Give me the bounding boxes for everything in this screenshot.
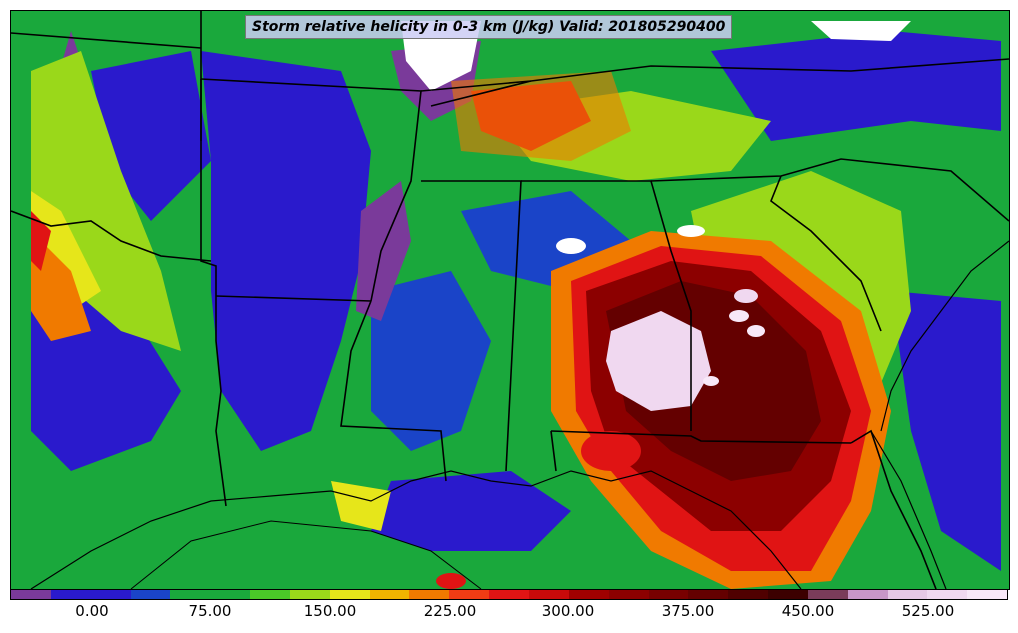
colorbar-tick-label: 300.00 [541,602,595,620]
colorbar-segment [967,590,1008,599]
colorbar-segment [847,590,888,599]
colorbar-segment [250,590,290,599]
colorbar-tick-label: 0.00 [75,602,109,620]
colorbar-tick-label: 225.00 [423,602,477,620]
colorbar-tick-label: 375.00 [661,602,715,620]
red-region-west [31,211,51,271]
helicity-map [10,10,1010,590]
state-boundaries [11,11,1009,589]
colorbar-segment [289,590,330,599]
blue-region-gulf [371,471,571,551]
colorbar [10,589,1008,600]
colorbar-segment [568,590,609,599]
colorbar-segment [648,590,689,599]
colorbar-segment [449,590,490,599]
blue-region-northeast [711,31,1001,141]
purple-patch-1 [356,181,411,321]
colorbar-segment [11,590,51,599]
colorbar-segment [369,590,410,599]
colorbar-segment [728,590,769,599]
colorbar-segment [768,590,808,599]
pink-spot-4 [703,376,719,386]
colorbar-segment [489,590,529,599]
colorbar-tick-label: 150.00 [303,602,357,620]
white-spot-tn2 [677,225,705,237]
pink-spot-1 [734,289,758,303]
colorbar-labels: 0.00 75.00 150.00 225.00 300.00 375.00 4… [10,602,1008,624]
pink-core-storm [606,311,711,411]
colorbar-segment [210,590,251,599]
coastlines [30,240,1009,589]
map-title: Storm relative helicity in 0-3 km (J/kg)… [245,15,733,39]
orange-region-illinois [451,71,631,161]
blue-region-east [891,291,1001,571]
colorbar-segment [688,590,729,599]
white-spot-tn [556,238,586,254]
pink-spot-2 [729,310,749,322]
red-blob-gulf2 [436,573,466,589]
map-title-text: Storm relative helicity in 0-3 km (J/kg)… [252,19,726,35]
colorbar-tick-label: 75.00 [188,602,232,620]
colorbar-tick-label: 525.00 [901,602,955,620]
colorbar-segment [50,590,91,599]
colorbar-segment [329,590,370,599]
colorbar-segment [409,590,450,599]
helicity-map-canvas [11,11,1009,589]
colorbar-segment [608,590,649,599]
pink-spot-3 [747,325,765,337]
orange-region-west [31,231,91,341]
colorbar-segment [90,590,131,599]
yellow-region-gulf [331,481,391,531]
colorbar-segment [528,590,569,599]
white-spot-ne [811,21,911,41]
red-blob-gulf [581,431,641,471]
blue-region-mississippi [371,271,491,451]
colorbar-segment [887,590,928,599]
colorbar-segment [170,590,211,599]
colorbar-segment [130,590,171,599]
blue-region-arkansas-louisiana [201,51,371,451]
colorbar-segment [927,590,968,599]
colorbar-tick-label: 450.00 [781,602,835,620]
colorbar-segment [807,590,848,599]
gulf-shelf-contour [130,520,482,589]
